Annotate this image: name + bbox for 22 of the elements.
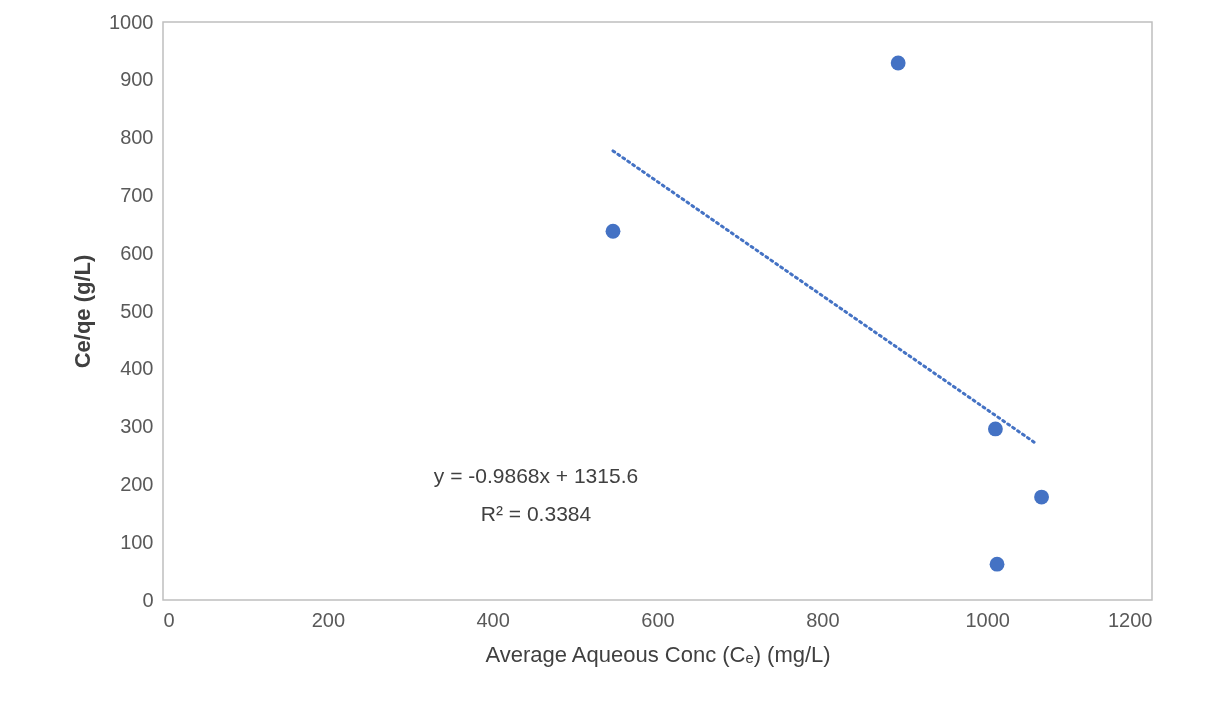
y-tick-label: 600: [120, 241, 154, 264]
x-tick-label: 600: [641, 608, 675, 631]
y-tick-label: 700: [120, 183, 154, 206]
y-tick-label: 900: [120, 68, 154, 91]
annotation: y = -0.9868x + 1315.6: [433, 464, 639, 487]
x-axis-title: Average Aqueous Conc (Cₑ) (mg/L): [485, 641, 831, 667]
x-tick-label: 1200: [1108, 608, 1153, 631]
x-tick-label: 1000: [965, 608, 1010, 631]
y-axis-title: Ce/qe (g/L): [70, 254, 96, 369]
x-tick-label: 0: [163, 608, 175, 631]
x-tick-label: 200: [311, 608, 346, 631]
annotation: R² = 0.3384: [480, 502, 592, 525]
y-tick-label: 400: [120, 357, 154, 380]
y-tick-label: 500: [120, 299, 154, 322]
y-tick-label: 200: [120, 472, 154, 495]
y-tick-label: 300: [120, 415, 154, 438]
y-tick-label: 0: [142, 588, 154, 611]
y-tick-label: 100: [120, 530, 154, 553]
y-tick-label: 1000: [109, 10, 154, 33]
x-tick-label: 400: [476, 608, 510, 631]
x-tick-label: 800: [806, 608, 840, 631]
y-tick-label: 800: [120, 126, 154, 149]
